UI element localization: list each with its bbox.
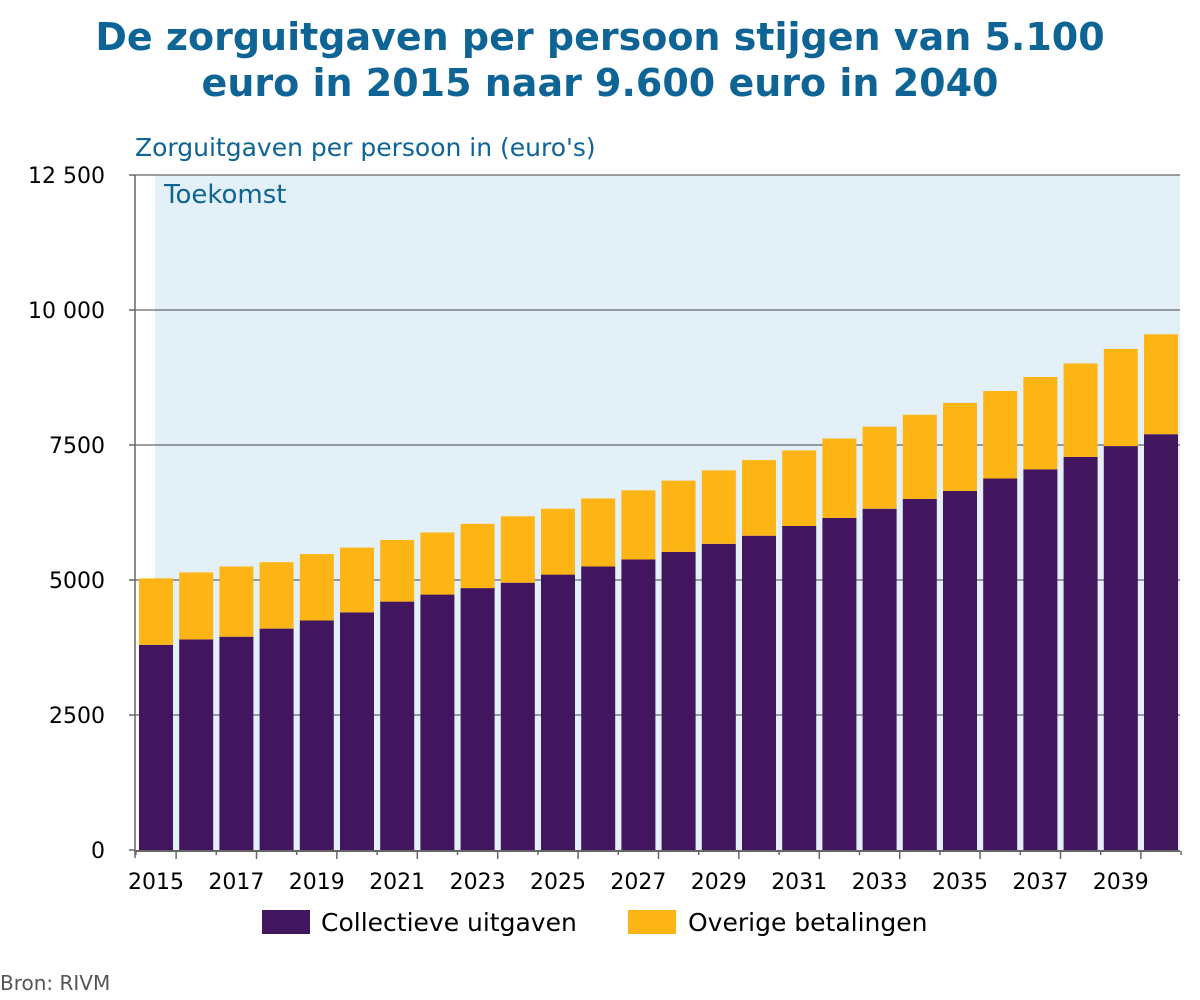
bar-overige-2025 <box>541 508 575 575</box>
bar-collectieve-2018 <box>259 628 294 850</box>
bar-overige-2015 <box>139 578 173 645</box>
x-tick-label: 2017 <box>208 870 264 895</box>
legend: Collectieve uitgaven Overige betalingen <box>262 908 927 937</box>
axes <box>129 174 1182 859</box>
bar-collectieve-2034 <box>902 499 937 850</box>
bar-collectieve-2039 <box>1103 446 1138 850</box>
bar-collectieve-2022 <box>420 594 455 850</box>
y-tick-label: 7500 <box>49 434 105 459</box>
bar-overige-2035 <box>943 402 977 491</box>
x-tick-label: 2019 <box>289 870 345 895</box>
x-tick-label: 2021 <box>369 870 425 895</box>
bar-overige-2024 <box>500 516 535 583</box>
bar-overige-2020 <box>340 547 374 613</box>
bar-collectieve-2027 <box>621 559 656 850</box>
bar-collectieve-2038 <box>1063 456 1098 850</box>
y-tick-label: 12 500 <box>28 164 105 189</box>
bar-collectieve-2024 <box>500 582 535 850</box>
bar-overige-2034 <box>902 414 937 499</box>
x-tick-label: 2015 <box>128 870 184 895</box>
bar-collectieve-2035 <box>943 490 977 850</box>
bar-collectieve-2019 <box>299 620 334 850</box>
y-tick-label: 10 000 <box>28 299 105 324</box>
bar-collectieve-2032 <box>822 517 857 850</box>
x-tick-label: 2029 <box>691 870 747 895</box>
bar-overige-2017 <box>219 566 254 637</box>
y-tick-label: 0 <box>91 839 105 864</box>
bar-overige-2039 <box>1103 348 1138 447</box>
bar-overige-2021 <box>380 540 415 602</box>
x-tick-label: 2031 <box>771 870 827 895</box>
legend-label-overige: Overige betalingen <box>688 908 927 937</box>
chart-title-line-2: euro in 2015 naar 9.600 euro in 2040 <box>201 61 999 105</box>
x-tick-label: 2033 <box>852 870 908 895</box>
bar-overige-2026 <box>581 498 616 567</box>
bar-overige-2022 <box>420 532 455 595</box>
bar-collectieve-2023 <box>460 588 495 850</box>
x-tick-label: 2037 <box>1012 870 1068 895</box>
bar-overige-2016 <box>179 572 214 640</box>
bar-overige-2028 <box>661 480 696 552</box>
x-tick-labels: 2015 2017 2019 2021 2023 2025 2027 2029 2031 2033… <box>128 870 1149 895</box>
bar-collectieve-2025 <box>541 574 575 850</box>
bar-collectieve-2020 <box>340 612 374 850</box>
x-tick-label: 2027 <box>610 870 666 895</box>
y-axis-label: Zorguitgaven per persoon in (euro's) <box>135 133 596 162</box>
bar-overige-2031 <box>782 450 817 526</box>
bar-overige-2038 <box>1063 363 1098 457</box>
region-label-toekomst: Toekomst <box>163 180 286 210</box>
bar-collectieve-2037 <box>1023 469 1058 850</box>
bar-collectieve-2040 <box>1144 434 1178 850</box>
x-tick-label: 2025 <box>530 870 586 895</box>
bar-collectieve-2016 <box>179 639 214 850</box>
bar-collectieve-2021 <box>380 601 415 850</box>
bar-overige-2037 <box>1023 376 1058 470</box>
bar-overige-2023 <box>460 523 495 589</box>
bar-collectieve-2031 <box>782 526 817 850</box>
chart-title-line-1: De zorguitgaven per persoon stijgen van … <box>95 15 1105 59</box>
bar-collectieve-2026 <box>581 566 616 850</box>
x-tick-label: 2023 <box>450 870 506 895</box>
bar-overige-2030 <box>742 460 776 536</box>
bar-overige-2032 <box>822 438 857 518</box>
legend-label-collectieve: Collectieve uitgaven <box>321 908 577 937</box>
x-tick-label: 2035 <box>932 870 988 895</box>
bar-collectieve-2030 <box>742 535 776 850</box>
y-tick-label: 5000 <box>49 569 105 594</box>
bar-overige-2019 <box>299 554 334 621</box>
bars <box>139 334 1178 850</box>
bar-collectieve-2015 <box>139 644 173 850</box>
bar-collectieve-2029 <box>701 543 736 850</box>
x-tick-label: 2039 <box>1093 870 1149 895</box>
bar-overige-2033 <box>862 426 897 509</box>
legend-swatch-collectieve <box>262 910 310 934</box>
bar-collectieve-2033 <box>862 508 897 850</box>
y-tick-label: 2500 <box>49 704 105 729</box>
chart-title: De zorguitgaven per persoon stijgen van … <box>0 14 1200 106</box>
source-note: Bron: RIVM <box>0 971 110 995</box>
bar-overige-2018 <box>259 562 294 629</box>
bar-overige-2027 <box>621 490 656 560</box>
bar-collectieve-2036 <box>983 478 1018 850</box>
y-tick-labels: 0 2500 5000 7500 10 000 12 500 <box>28 164 105 864</box>
bar-overige-2040 <box>1144 334 1178 435</box>
bar-collectieve-2017 <box>219 636 254 850</box>
bar-collectieve-2028 <box>661 551 696 850</box>
bar-overige-2029 <box>701 470 736 544</box>
legend-swatch-overige <box>628 910 676 934</box>
bar-overige-2036 <box>983 391 1018 479</box>
